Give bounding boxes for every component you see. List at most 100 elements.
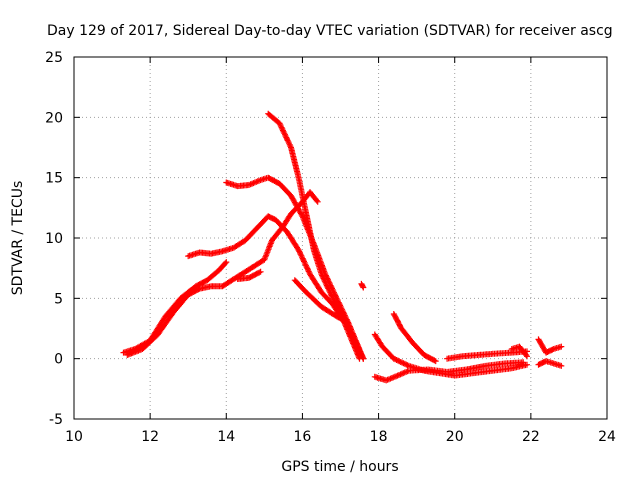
data-point-run xyxy=(230,238,248,251)
data-point-run xyxy=(242,226,259,244)
data-point-run xyxy=(329,295,347,321)
y-tick-label: 5 xyxy=(54,291,63,307)
x-tick-label: 16 xyxy=(294,429,312,445)
data-point-run xyxy=(295,174,309,216)
x-tick-label: 14 xyxy=(217,429,235,445)
data-point-run xyxy=(390,355,411,369)
data-point-run xyxy=(253,214,271,232)
data-point-run xyxy=(170,292,191,316)
x-tick-label: 10 xyxy=(65,429,83,445)
data-point-run xyxy=(406,366,430,374)
data-point xyxy=(558,343,565,350)
x-tick-label: 24 xyxy=(598,429,616,445)
data-point xyxy=(360,284,367,291)
data-point-run xyxy=(390,311,404,331)
data-point-run xyxy=(139,332,160,352)
data-point-run xyxy=(409,340,427,357)
series-trace-8 xyxy=(358,280,367,291)
series-trace-1 xyxy=(120,259,230,356)
data-point-run xyxy=(272,216,290,234)
grid-lines xyxy=(74,57,607,419)
x-tick-label: 12 xyxy=(141,429,159,445)
data-point-run xyxy=(371,373,388,383)
chart-title: Day 129 of 2017, Sidereal Day-to-day VTE… xyxy=(47,23,613,39)
series-trace-14 xyxy=(535,336,565,356)
data-point-run xyxy=(265,110,282,126)
data-point-run xyxy=(307,271,324,294)
x-tick-label: 18 xyxy=(370,429,388,445)
data-point xyxy=(223,259,230,266)
data-point-run xyxy=(451,370,476,379)
data-point xyxy=(432,358,439,365)
y-tick-label: 25 xyxy=(45,50,63,66)
data-point-run xyxy=(204,268,221,284)
data-point xyxy=(345,319,352,326)
series-trace-2 xyxy=(124,189,321,358)
data-point-run xyxy=(535,336,549,355)
data-point-run xyxy=(208,248,225,257)
data-point-run xyxy=(242,262,259,275)
data-point-run xyxy=(265,174,282,186)
data-point-run xyxy=(318,271,336,300)
data-point-run xyxy=(276,180,293,198)
data-point-run xyxy=(421,352,438,364)
data-point xyxy=(360,355,367,362)
data-point-run xyxy=(333,313,350,325)
series-trace-10 xyxy=(390,311,439,365)
x-axis-label: GPS time / hours xyxy=(281,459,398,475)
x-tick-label: 20 xyxy=(446,429,464,445)
data-point-run xyxy=(284,229,301,252)
series-trace-5 xyxy=(265,110,367,362)
data-point-run xyxy=(307,189,320,204)
data-point xyxy=(524,353,530,360)
data-point-run xyxy=(261,238,275,263)
data-point-run xyxy=(318,303,339,319)
data-point-run xyxy=(516,343,530,358)
data-point-run xyxy=(489,365,514,374)
data-point-run xyxy=(154,311,176,338)
data-point-run xyxy=(223,179,240,189)
data-point xyxy=(524,361,530,368)
data-points xyxy=(120,110,565,384)
y-axis-label: SDTVAR / TECUs xyxy=(10,181,26,296)
series-trace-4 xyxy=(223,174,367,362)
data-point-run xyxy=(234,182,251,190)
data-point-run xyxy=(276,120,294,150)
data-point-run xyxy=(185,249,202,260)
data-point xyxy=(257,268,264,275)
y-tick-label: -5 xyxy=(49,412,63,428)
data-point-run xyxy=(444,366,468,375)
data-point-run xyxy=(474,351,495,358)
data-point-run xyxy=(482,360,506,369)
data-point-run xyxy=(185,286,202,298)
series-trace-6 xyxy=(291,277,352,326)
y-tick-label: 0 xyxy=(54,352,63,368)
data-point-run xyxy=(459,352,479,360)
data-point-run xyxy=(444,353,464,362)
data-point xyxy=(520,359,527,366)
data-point xyxy=(558,362,565,369)
data-point-run xyxy=(358,280,366,290)
series-trace-15 xyxy=(535,358,565,369)
y-tick-label: 15 xyxy=(45,171,63,187)
series-trace-13 xyxy=(508,343,530,360)
data-point-run xyxy=(288,192,305,218)
x-tick-label: 22 xyxy=(522,429,540,445)
data-point-run xyxy=(253,257,267,268)
data-point-run xyxy=(246,269,263,281)
data-point-run xyxy=(215,260,229,274)
data-point-run xyxy=(192,277,209,290)
data-point-run xyxy=(501,359,525,367)
data-point-run xyxy=(288,144,302,180)
data-point-run xyxy=(291,277,309,295)
data-point-run xyxy=(318,289,335,307)
y-tick-label: 10 xyxy=(45,231,63,247)
data-point-run xyxy=(394,368,411,379)
data-point-run xyxy=(489,349,514,357)
data-point-run xyxy=(162,296,183,320)
data-point-run xyxy=(379,343,396,361)
data-point-run xyxy=(322,271,339,300)
series-trace-7 xyxy=(234,268,264,282)
data-point-run xyxy=(295,247,313,276)
